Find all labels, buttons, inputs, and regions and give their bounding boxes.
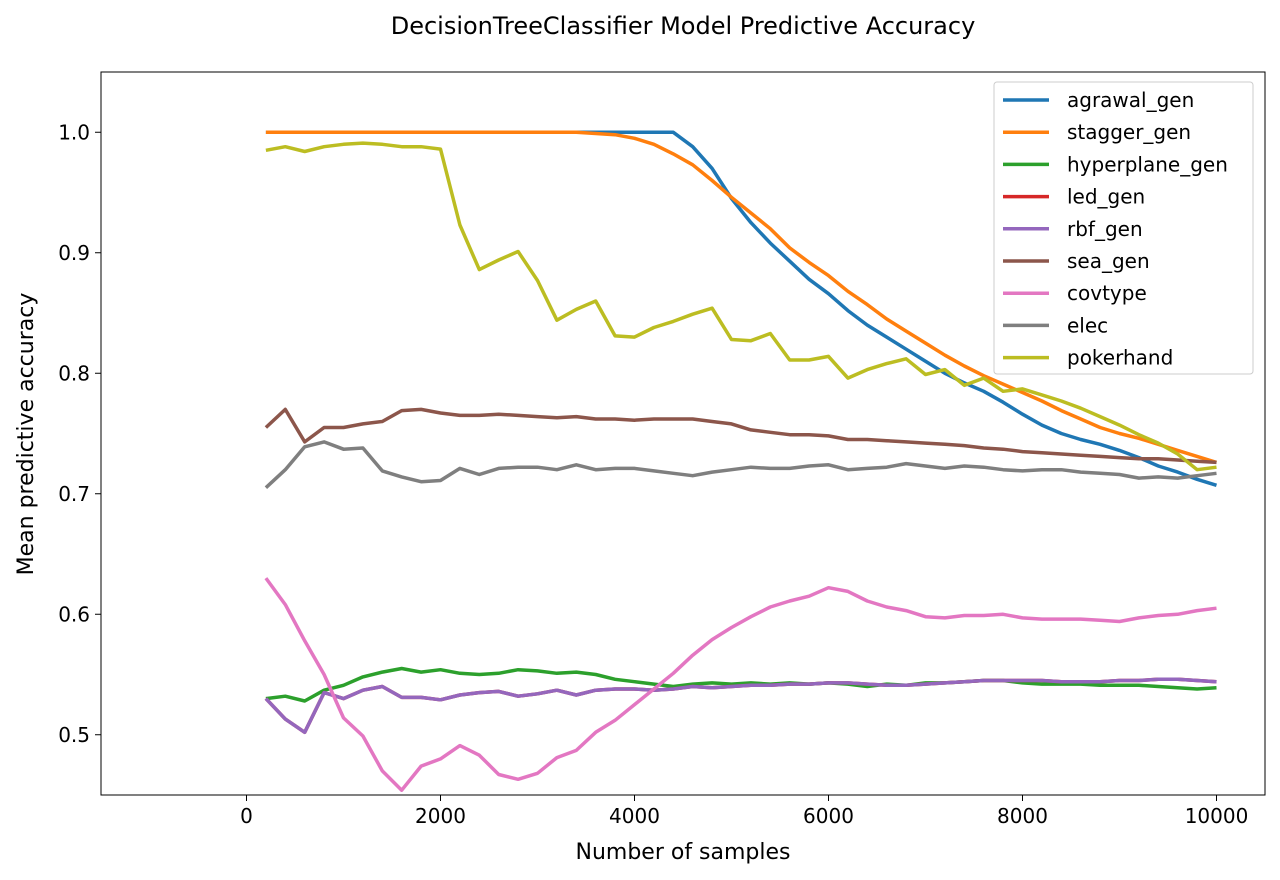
legend-label: pokerhand: [1067, 346, 1173, 370]
legend-label: rbf_gen: [1067, 217, 1143, 241]
y-axis-title: Mean predictive accuracy: [14, 293, 39, 576]
series-line-rbf-gen: [264, 677, 1217, 735]
legend-label: hyperplane_gen: [1067, 152, 1228, 176]
y-tick-label: 1.0: [58, 120, 90, 144]
x-tick-label: 6000: [803, 804, 854, 828]
x-tick-label: 2000: [415, 804, 466, 828]
x-axis-title: Number of samples: [575, 840, 790, 865]
chart-title: DecisionTreeClassifier Model Predictive …: [391, 12, 976, 40]
series-line-covtype: [264, 577, 1217, 792]
legend-label: elec: [1067, 313, 1108, 337]
series-layer: [264, 130, 1218, 792]
plot-frame: [100, 71, 1266, 796]
y-axis: 0.5 0.6 0.7 0.8 0.9 1.0: [58, 120, 101, 747]
legend-label: agrawal_gen: [1067, 88, 1194, 112]
legend-box: [993, 81, 1254, 375]
series-line-pokerhand: [265, 141, 1217, 472]
legend-label: covtype: [1067, 281, 1147, 305]
legend-entries: agrawal_gen stagger_gen hyperplane_gen led_…: [1003, 88, 1228, 370]
x-tick-label: 8000: [997, 804, 1048, 828]
series-line-hyperplane-gen: [265, 666, 1217, 703]
legend-label: sea_gen: [1067, 249, 1150, 273]
y-tick-label: 0.8: [58, 361, 90, 385]
series-line-stagger-gen: [265, 130, 1218, 465]
y-tick-label: 0.5: [58, 723, 90, 747]
series-line-elec: [264, 440, 1217, 489]
legend-label: stagger_gen: [1067, 120, 1191, 144]
legend: agrawal_gen stagger_gen hyperplane_gen led_…: [993, 81, 1254, 375]
x-tick-label: 10000: [1185, 804, 1249, 828]
series-line-sea-gen: [264, 407, 1217, 465]
x-tick-label: 4000: [609, 804, 660, 828]
y-tick-label: 0.7: [58, 482, 90, 506]
x-tick-label: 0: [240, 804, 253, 828]
x-axis: 0 2000 4000 6000 8000 10000: [240, 795, 1248, 828]
y-tick-label: 0.6: [58, 602, 90, 626]
legend-label: led_gen: [1067, 185, 1145, 209]
y-tick-label: 0.9: [58, 241, 90, 265]
